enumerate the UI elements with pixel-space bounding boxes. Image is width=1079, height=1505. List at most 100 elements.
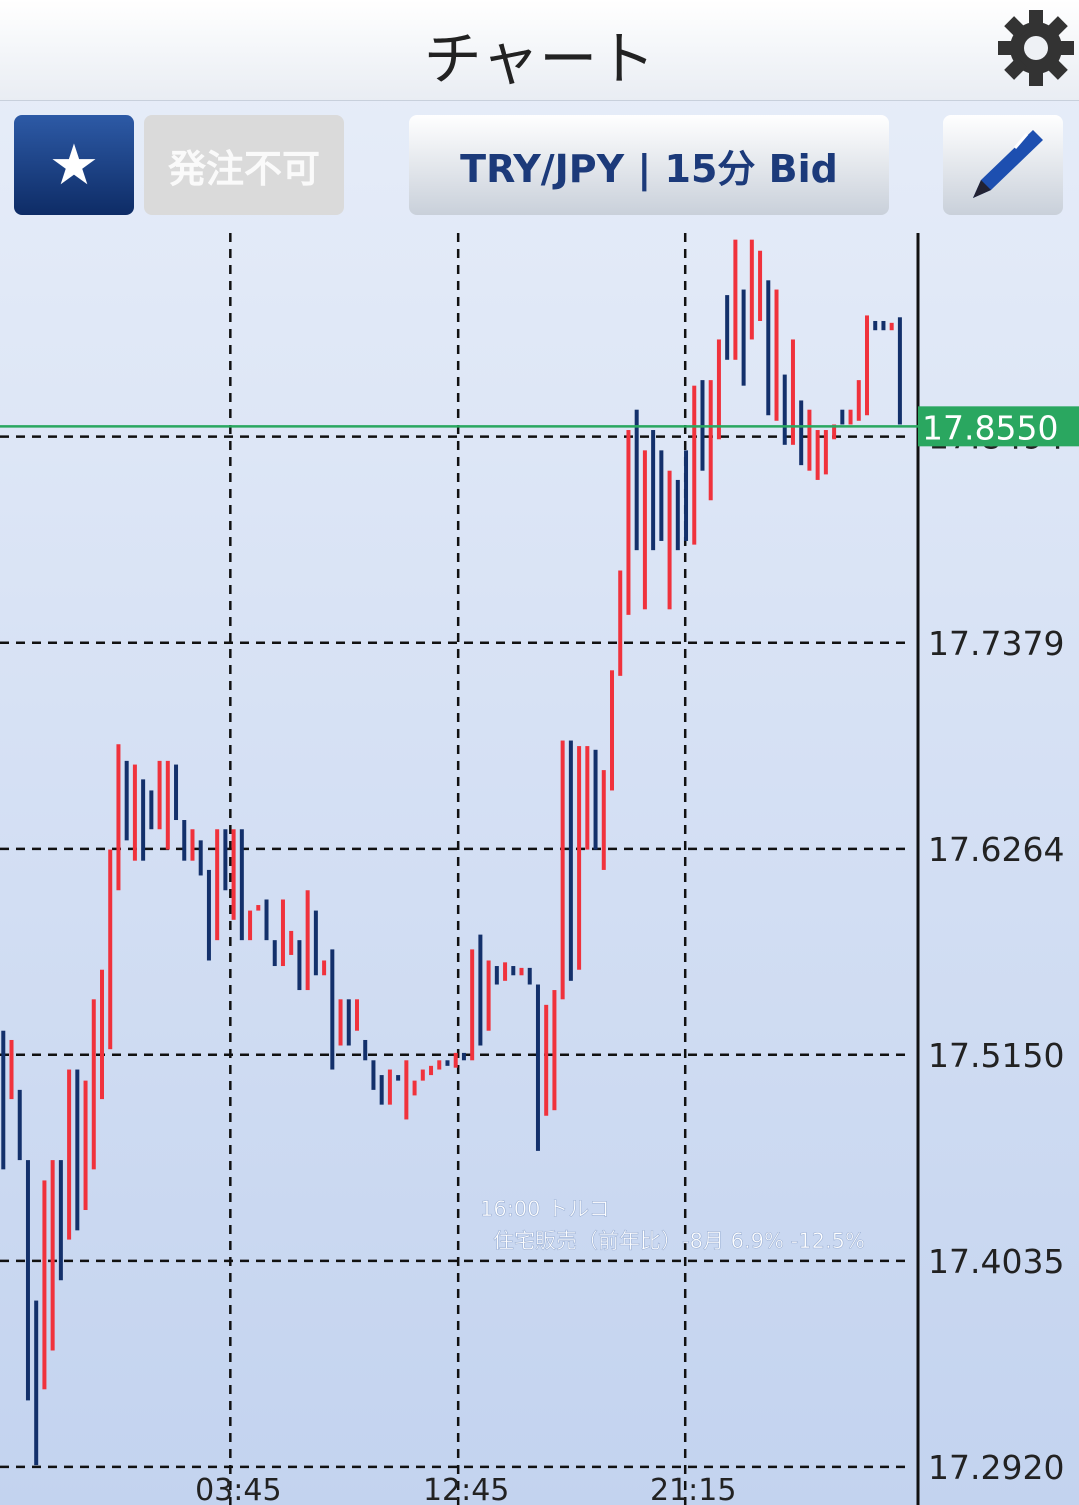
candle bbox=[642, 450, 647, 610]
y-tick-label: 17.4035 bbox=[928, 1242, 1064, 1281]
candle bbox=[223, 829, 228, 891]
x-tick-label: 12:45 bbox=[423, 1473, 509, 1505]
candle bbox=[289, 930, 294, 955]
candle bbox=[256, 905, 261, 911]
candle bbox=[593, 749, 598, 850]
candle bbox=[733, 239, 738, 360]
candle bbox=[264, 899, 269, 941]
candle bbox=[297, 940, 302, 991]
candle bbox=[544, 1004, 549, 1116]
candle bbox=[25, 1160, 30, 1401]
candle bbox=[108, 849, 113, 1050]
candle bbox=[355, 999, 359, 1031]
candle bbox=[832, 424, 837, 440]
candle bbox=[494, 966, 499, 985]
candle bbox=[190, 829, 195, 861]
candle bbox=[725, 295, 730, 360]
candle bbox=[149, 790, 154, 830]
candle bbox=[17, 1089, 22, 1161]
candle bbox=[560, 740, 565, 1000]
candle bbox=[363, 1039, 368, 1061]
candle bbox=[83, 1080, 88, 1211]
candle bbox=[67, 1069, 72, 1240]
candle bbox=[42, 1180, 47, 1390]
candle bbox=[535, 984, 540, 1151]
x-tick-label: 21:15 bbox=[650, 1473, 736, 1505]
candle bbox=[659, 450, 664, 541]
candle bbox=[585, 746, 590, 850]
candle bbox=[174, 764, 179, 821]
candle bbox=[132, 764, 137, 861]
candle bbox=[313, 910, 318, 976]
candle bbox=[248, 910, 253, 941]
candle bbox=[100, 969, 104, 1100]
candle bbox=[50, 1160, 55, 1351]
candle bbox=[141, 779, 146, 861]
settings-icon[interactable] bbox=[996, 8, 1076, 88]
candle bbox=[445, 1060, 450, 1066]
candle bbox=[708, 380, 713, 501]
order-button[interactable]: 発注不可 bbox=[144, 115, 344, 215]
candle bbox=[626, 430, 631, 615]
y-tick-label: 17.2920 bbox=[928, 1448, 1064, 1487]
candle bbox=[330, 949, 335, 1070]
candle bbox=[782, 374, 787, 445]
candle bbox=[552, 990, 557, 1111]
candle bbox=[429, 1065, 434, 1076]
candle bbox=[387, 1069, 392, 1105]
x-tick-label: 03:45 bbox=[195, 1473, 281, 1505]
candle bbox=[9, 1039, 14, 1100]
candle bbox=[231, 829, 236, 920]
current-price-box bbox=[918, 406, 1079, 447]
candle bbox=[280, 899, 285, 967]
candle bbox=[881, 320, 886, 331]
header-title: チャート bbox=[423, 25, 656, 93]
candle bbox=[807, 409, 812, 471]
candle bbox=[470, 949, 475, 1061]
candle bbox=[790, 339, 795, 445]
candle bbox=[322, 960, 327, 976]
candle bbox=[206, 869, 211, 961]
symbol-button[interactable]: TRY/JPY | 15分 Bid bbox=[409, 115, 889, 215]
candle bbox=[75, 1069, 80, 1231]
candle bbox=[766, 280, 771, 416]
draw-button[interactable] bbox=[943, 115, 1063, 215]
candle bbox=[379, 1075, 384, 1105]
candle bbox=[675, 479, 680, 551]
current-price-label: 17.8550 bbox=[922, 408, 1058, 447]
y-tick-label: 17.6264 bbox=[928, 830, 1064, 869]
candle bbox=[873, 320, 878, 331]
candle bbox=[1, 1030, 6, 1170]
candle bbox=[503, 962, 508, 981]
favorite-button[interactable]: ★ bbox=[14, 115, 134, 215]
pen-icon bbox=[973, 130, 1043, 198]
candle bbox=[478, 934, 483, 1046]
candle bbox=[856, 380, 861, 421]
candle bbox=[840, 409, 845, 425]
y-tick-label: 17.5150 bbox=[928, 1036, 1064, 1075]
candle bbox=[568, 740, 573, 981]
candle bbox=[91, 999, 96, 1170]
candle bbox=[651, 430, 656, 551]
candle bbox=[889, 322, 894, 331]
candle bbox=[527, 967, 532, 985]
candle bbox=[396, 1075, 401, 1081]
candle bbox=[897, 317, 902, 425]
candle bbox=[815, 430, 820, 480]
candle bbox=[412, 1080, 417, 1096]
candle bbox=[124, 760, 129, 841]
candle bbox=[239, 829, 244, 941]
candle bbox=[618, 570, 623, 676]
candle bbox=[165, 760, 170, 850]
candle bbox=[667, 470, 672, 610]
candle bbox=[749, 239, 754, 340]
candle bbox=[404, 1060, 409, 1120]
event-annotation: 住宅販売（前年比）-8月 6.9% -12.5% bbox=[493, 1229, 865, 1253]
candle bbox=[116, 744, 121, 891]
candle bbox=[346, 999, 351, 1046]
candle bbox=[758, 250, 763, 321]
header: チャート bbox=[0, 0, 1079, 101]
candle bbox=[774, 289, 779, 421]
candle bbox=[601, 770, 606, 870]
